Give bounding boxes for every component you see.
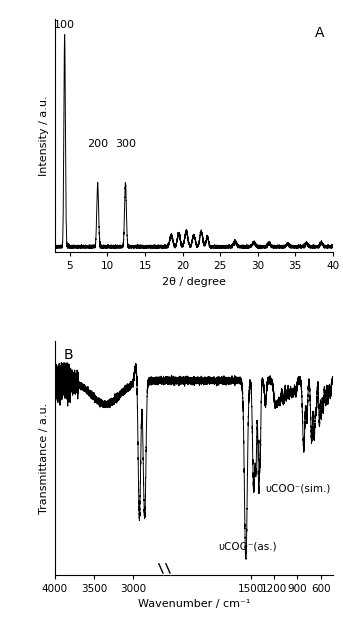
Y-axis label: Intensity / a.u.: Intensity / a.u.: [39, 95, 49, 176]
Y-axis label: Transmittance / a.u.: Transmittance / a.u.: [39, 402, 49, 514]
X-axis label: 2θ / degree: 2θ / degree: [162, 277, 226, 287]
Text: 200: 200: [87, 140, 108, 150]
Text: υCOO⁻(as.): υCOO⁻(as.): [218, 541, 277, 551]
Text: B: B: [63, 348, 73, 362]
Text: A: A: [315, 25, 324, 40]
Text: 100: 100: [54, 20, 75, 30]
X-axis label: Wavenumber / cm⁻¹: Wavenumber / cm⁻¹: [138, 599, 250, 609]
Text: υCOO⁻(sim.): υCOO⁻(sim.): [265, 484, 331, 494]
Text: 300: 300: [115, 140, 136, 150]
